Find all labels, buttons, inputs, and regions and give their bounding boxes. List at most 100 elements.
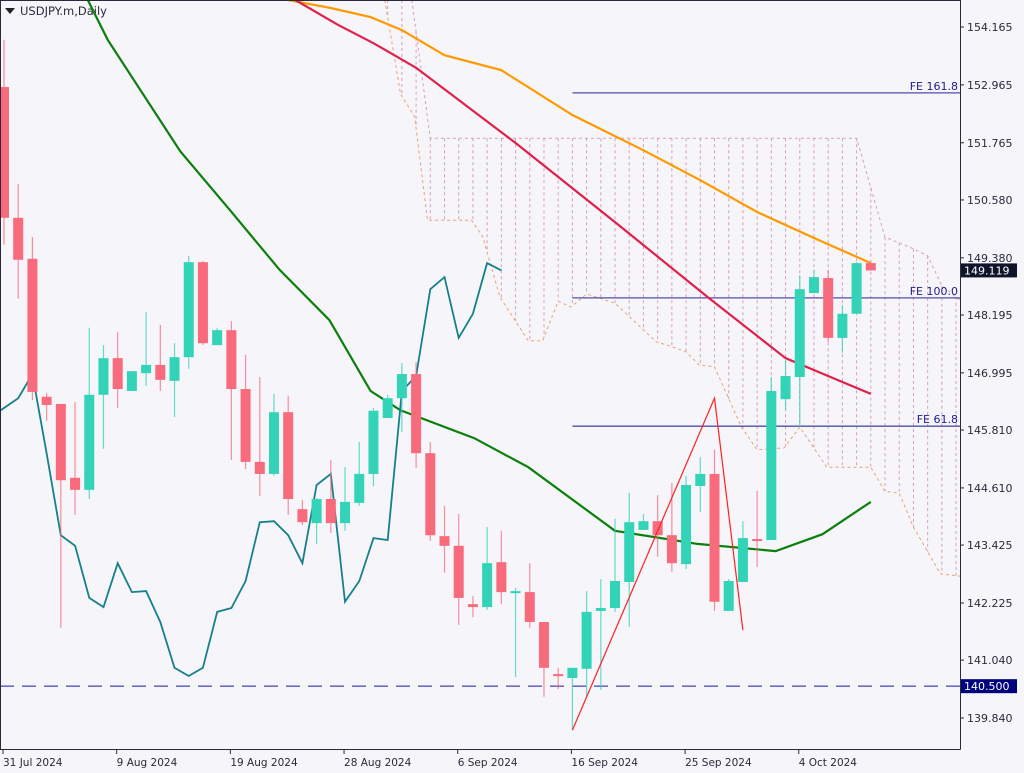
- candle-body: [382, 398, 393, 418]
- candle-body: [98, 358, 109, 395]
- candle-body: [808, 277, 819, 294]
- candle-body: [865, 263, 876, 271]
- bullish-candle: [268, 393, 279, 476]
- price-tick-label: 146.995: [967, 367, 1013, 380]
- price-tick-label: 152.965: [967, 79, 1013, 92]
- bullish-candle: [482, 526, 493, 610]
- candle-body: [766, 390, 777, 541]
- bullish-candle: [141, 311, 152, 387]
- bearish-candle: [467, 595, 478, 618]
- candle-body: [538, 622, 549, 668]
- price-tick-label: 141.040: [967, 654, 1013, 667]
- fibo-level-label: FE 161.8: [910, 80, 958, 93]
- price-tick-label: 143.425: [967, 539, 1013, 552]
- date-tick-label: 28 Aug 2024: [344, 757, 412, 769]
- candle-body: [638, 521, 649, 530]
- candle-body: [169, 357, 180, 381]
- candle-body: [0, 87, 9, 218]
- bullish-candle: [681, 475, 692, 569]
- candle-body: [752, 539, 763, 542]
- candle-body: [254, 461, 265, 474]
- price-labels: 149.119 140.500: [961, 263, 1017, 694]
- bearish-candle: [453, 513, 464, 625]
- ichimoku-cloud: [384, 0, 961, 577]
- candle-body: [652, 521, 663, 536]
- chart-title[interactable]: USDJPY.m,Daily: [5, 4, 107, 18]
- bearish-candle: [709, 449, 720, 611]
- price-tick-label: 139.840: [967, 712, 1013, 725]
- candle-body: [482, 563, 493, 608]
- candle-body: [780, 376, 791, 400]
- candle-body: [396, 374, 407, 399]
- bearish-candle: [197, 261, 208, 346]
- bearish-candle: [553, 667, 564, 690]
- bearish-candle: [425, 442, 436, 541]
- candle-body: [553, 674, 564, 677]
- senkou-span-upper: [411, 0, 961, 301]
- candle-body: [41, 396, 52, 405]
- bearish-candle: [524, 563, 535, 628]
- bullish-candle: [766, 376, 777, 541]
- dropdown-triangle-icon[interactable]: [5, 8, 15, 14]
- bearish-candle: [283, 395, 294, 515]
- bearish-candle: [0, 39, 9, 245]
- bullish-candle: [510, 587, 521, 678]
- chart-frame: [0, 0, 961, 750]
- price-tick-label: 154.165: [967, 21, 1013, 34]
- price-tick-label: 151.765: [967, 137, 1013, 150]
- candle-body: [681, 485, 692, 565]
- candle-body: [155, 364, 166, 380]
- current-price-badge: [961, 263, 1017, 278]
- candle-body: [55, 403, 66, 481]
- candle-body: [496, 562, 507, 593]
- candle-body: [226, 330, 237, 390]
- bullish-candle: [382, 394, 393, 418]
- bullish-candle: [851, 262, 862, 314]
- bullish-candle: [638, 513, 649, 530]
- bullish-candle: [610, 518, 621, 612]
- candle-body: [212, 330, 223, 346]
- time-axis[interactable]: 31 Jul 2024 9 Aug 2024 19 Aug 2024 28 Aug 2…: [2, 749, 858, 769]
- date-tick-label: 9 Aug 2024: [117, 757, 178, 769]
- candle-body: [112, 358, 123, 390]
- candle-body: [567, 667, 578, 678]
- indicator-lines: [0, 0, 872, 678]
- moving-average-red: [294, 0, 872, 395]
- bearish-candle: [155, 324, 166, 391]
- candle-body: [283, 412, 294, 500]
- price-tick-label: 149.380: [967, 252, 1013, 265]
- bullish-candle: [84, 327, 95, 500]
- bearish-candle: [226, 321, 237, 460]
- date-tick-label: 4 Oct 2024: [799, 757, 858, 769]
- hline-price-badge: [961, 679, 1017, 694]
- fibo-expansion[interactable]: FE 161.8 FE 100.0 FE 61.8: [572, 80, 960, 427]
- bullish-candle: [126, 371, 137, 391]
- candle-body: [183, 262, 194, 358]
- candle-body: [70, 477, 81, 490]
- senkou-span-lower: [384, 0, 961, 577]
- bearish-candle: [823, 269, 834, 342]
- fibo-level-label: FE 100.0: [910, 285, 958, 298]
- bullish-candle: [340, 467, 351, 531]
- candle-body: [823, 278, 834, 338]
- price-tick-label: 144.610: [967, 482, 1013, 495]
- price-axis[interactable]: 154.165 152.965 151.765 150.580 149.380 148.1…: [960, 21, 1013, 725]
- bearish-candle: [538, 622, 549, 697]
- candle-body: [709, 473, 720, 602]
- bullish-candle: [624, 492, 635, 627]
- candle-body: [837, 313, 848, 338]
- bearish-candle: [411, 362, 422, 469]
- candle-body: [141, 364, 152, 374]
- candle-body: [439, 536, 450, 546]
- bullish-candle: [723, 579, 734, 611]
- bullish-candle: [581, 591, 592, 697]
- candle-body: [411, 374, 422, 454]
- bullish-candle: [808, 269, 819, 294]
- zigzag: [571, 395, 744, 731]
- bearish-candle: [496, 530, 507, 605]
- bullish-candle: [368, 407, 379, 486]
- bullish-candle: [183, 255, 194, 369]
- candle-body: [723, 581, 734, 611]
- candle-body: [524, 592, 535, 623]
